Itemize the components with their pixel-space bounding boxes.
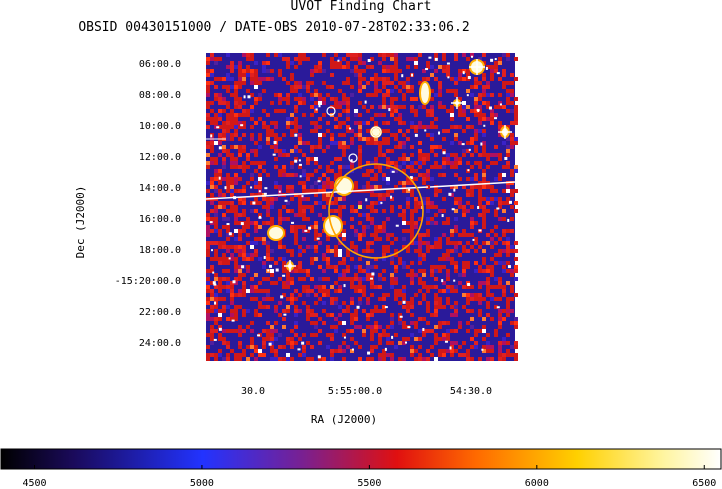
readout-streak — [205, 186, 429, 200]
x-tick-label: 5:55:00.0 — [328, 386, 382, 397]
y-tick-label: 18:00.0 — [139, 245, 181, 256]
y-tick-label: -15:20:00.0 — [115, 276, 181, 287]
y-tick-label: 14:00.0 — [139, 183, 181, 194]
readout-streak — [429, 181, 516, 188]
colorbar: 4500 5000 5500 6000 6500 — [0, 448, 722, 489]
y-tick-label: 16:00.0 — [139, 214, 181, 225]
target-position — [358, 205, 362, 209]
y-axis-label: Dec (J2000) — [74, 186, 87, 259]
colorbar-ticks: 4500 5000 5500 6000 6500 — [22, 465, 716, 489]
ra-axis-ticks: 30.0 5:55:00.0 54:30.0 — [241, 386, 492, 397]
error-circle — [328, 163, 424, 259]
colorbar-gradient — [0, 448, 722, 470]
colorbar-tick-label: 6000 — [525, 478, 549, 489]
source-marker-circle — [326, 106, 336, 116]
x-tick-label: 54:30.0 — [450, 386, 492, 397]
sky-image — [205, 53, 518, 361]
chart-title: UVOT Finding Chart — [291, 0, 432, 14]
bright-source — [336, 178, 352, 194]
y-tick-label: 24:00.0 — [139, 338, 181, 349]
y-tick-label: 06:00.0 — [139, 59, 181, 70]
y-tick-label: 22:00.0 — [139, 307, 181, 318]
colorbar-tick-label: 5500 — [357, 478, 381, 489]
x-tick-label: 30.0 — [241, 386, 265, 397]
y-tick-label: 08:00.0 — [139, 90, 181, 101]
bright-source — [269, 227, 283, 239]
y-tick-label: 12:00.0 — [139, 152, 181, 163]
chart-subtitle: OBSID 00430151000 / DATE-OBS 2010-07-28T… — [78, 20, 469, 35]
dec-axis-ticks: 06:00.0 08:00.0 10:00.0 12:00.0 14:00.0 16:00… — [115, 59, 181, 349]
source-marker-circle — [370, 126, 382, 138]
colorbar-tick-label: 5000 — [190, 478, 214, 489]
y-tick-label: 10:00.0 — [139, 121, 181, 132]
sources — [205, 59, 516, 272]
source-marker-circle — [348, 153, 358, 163]
bright-source — [325, 217, 341, 235]
colorbar-tick-label: 6500 — [692, 478, 716, 489]
x-axis-label: RA (J2000) — [311, 413, 377, 426]
colorbar-tick-label: 4500 — [22, 478, 46, 489]
bright-source — [372, 128, 380, 136]
bright-source — [421, 83, 429, 103]
